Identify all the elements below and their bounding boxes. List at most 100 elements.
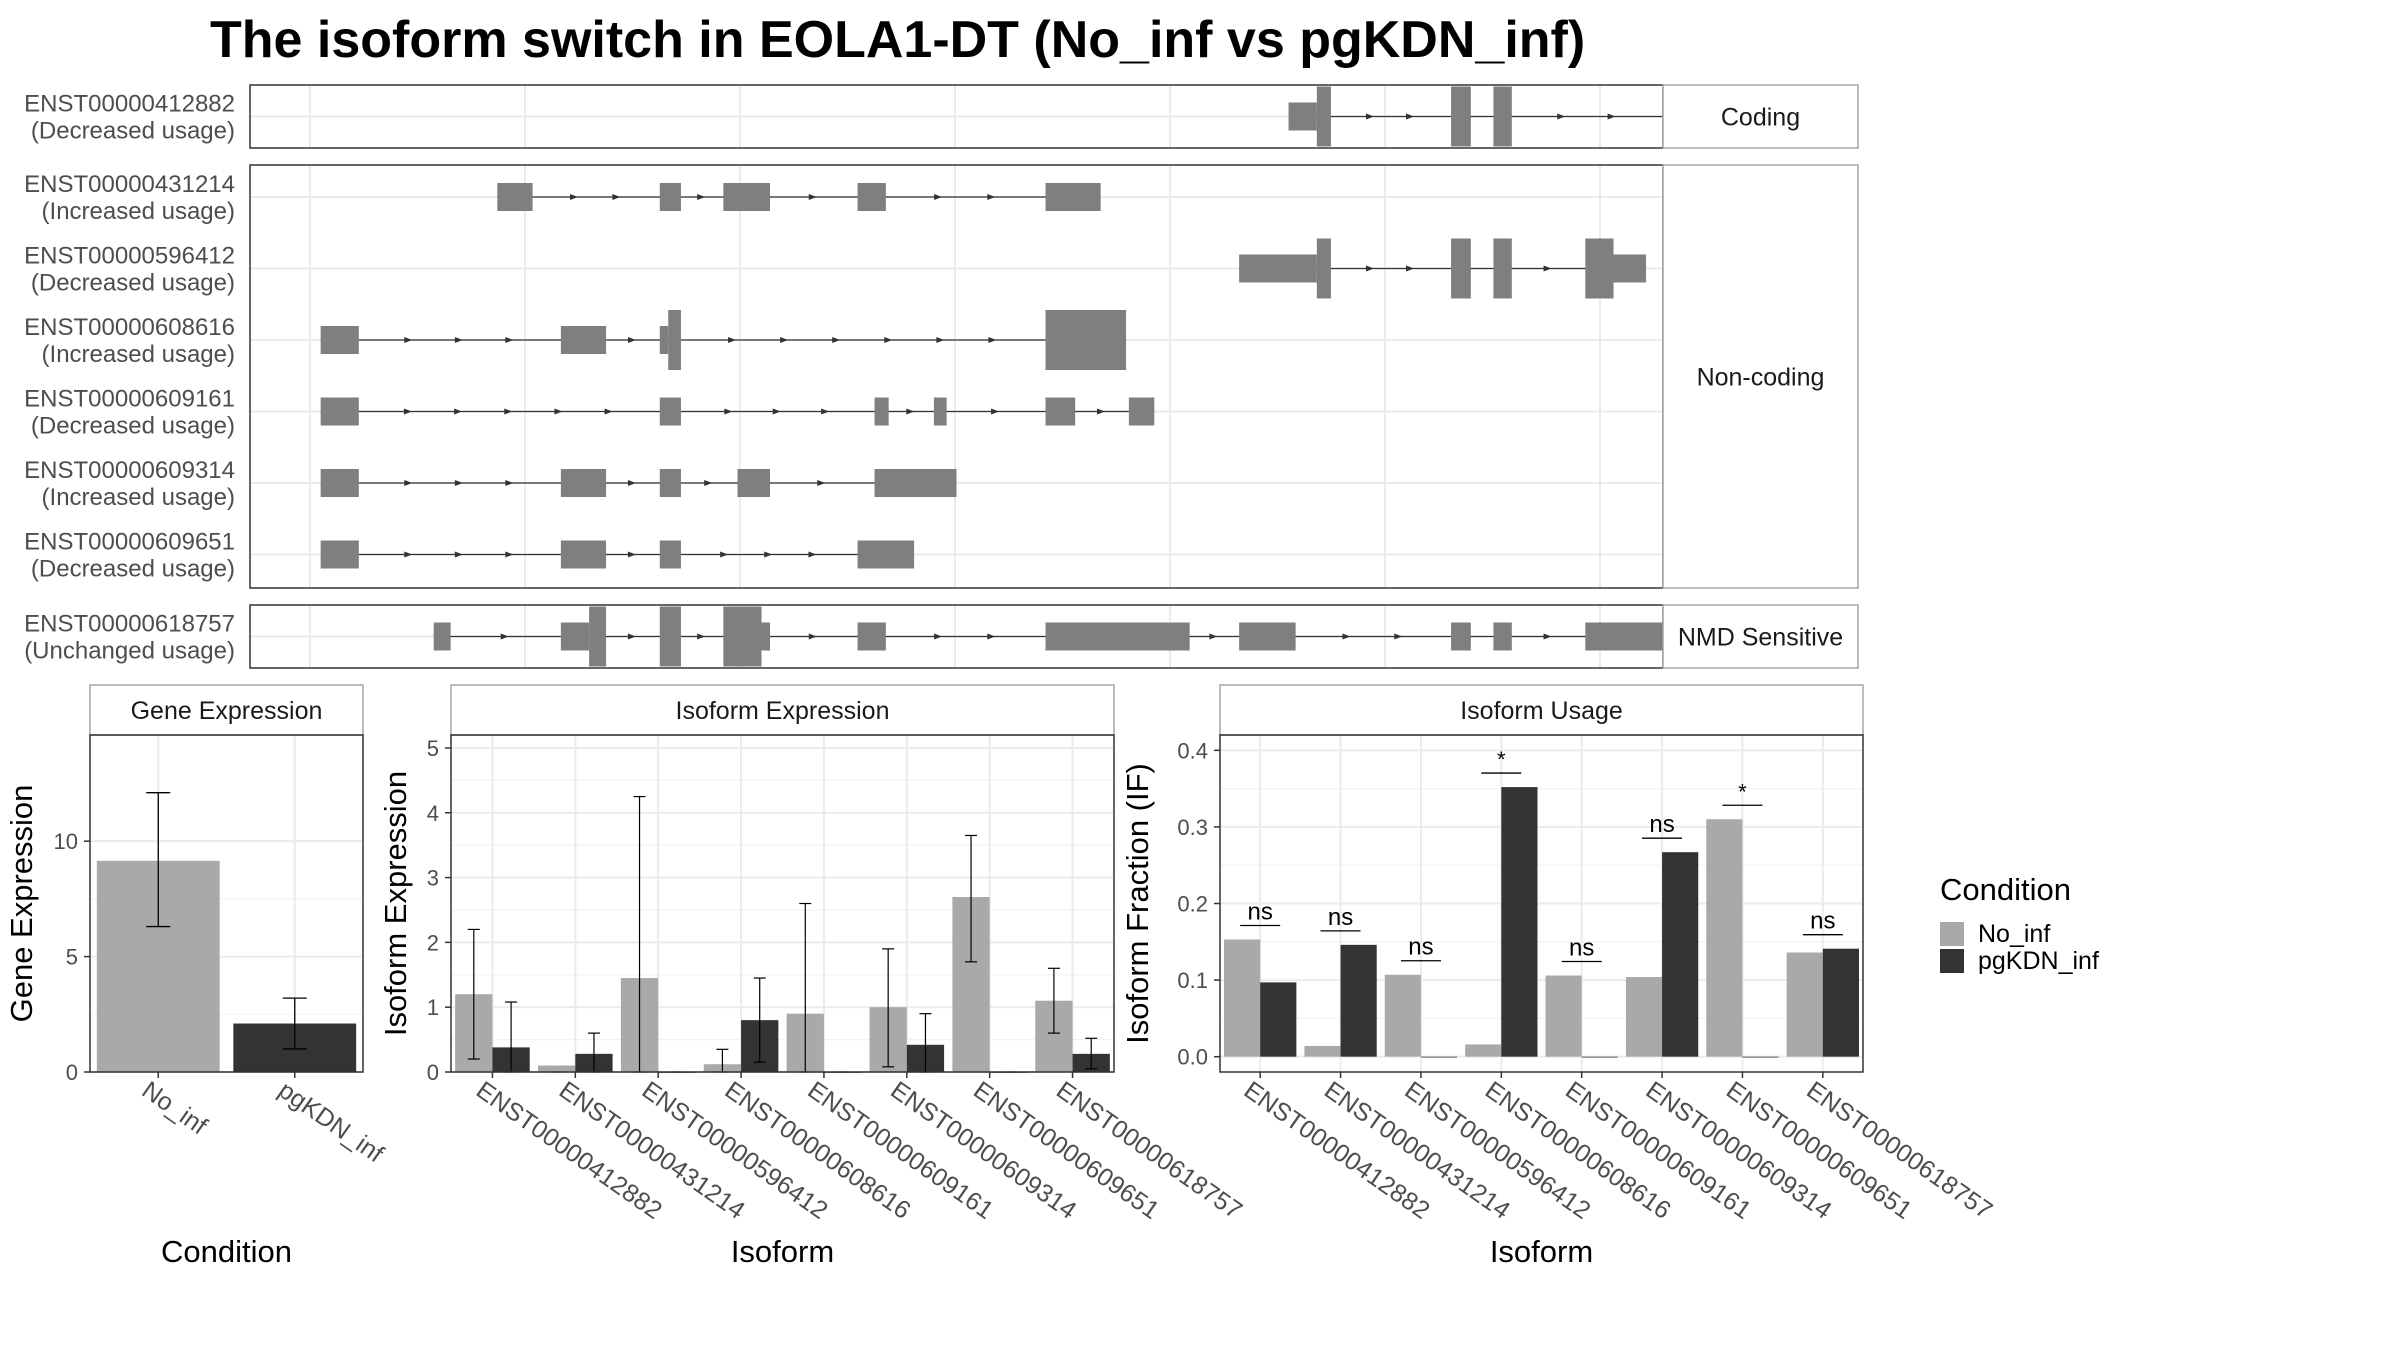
significance-label: ns [1248, 898, 1273, 925]
intron-direction-arrow [604, 408, 613, 415]
intron-direction-arrow [808, 194, 817, 200]
panel-title: Gene Expression [131, 697, 323, 725]
intron-direction-arrow [1543, 633, 1552, 640]
structure-group-label: NMD Sensitive [1678, 624, 1843, 652]
isoform-id-label: ENST00000608616 [24, 314, 235, 341]
isoform-expression-panel: Isoform Expression012345ENST00000412882E… [378, 684, 1247, 1269]
significance-label: ns [1408, 934, 1433, 961]
transcript-structure-plot: ENST00000412882(Decreased usage) CodingEN… [24, 84, 1859, 669]
exon-block [1613, 254, 1647, 283]
intron-direction-arrow [404, 337, 413, 343]
significance-label: * [1738, 779, 1747, 804]
panel-strip [1219, 684, 1864, 736]
exon-block [1451, 238, 1471, 299]
intron-direction-arrow [454, 337, 463, 343]
intron-direction-arrow [704, 480, 713, 486]
exon-block [1316, 238, 1331, 299]
isoform-id-label: ENST00000412882 [24, 91, 235, 118]
y-axis-title: Isoform Expression [378, 771, 413, 1036]
isoform-usage-label: (Increased usage) [42, 484, 235, 511]
legend-label: No_inf [1978, 920, 2050, 948]
intron-direction-arrow [1557, 113, 1566, 120]
structure-strip [1662, 604, 1859, 669]
intron-direction-arrow [697, 194, 706, 200]
intron-direction-arrow [906, 408, 915, 415]
exon-block [659, 397, 681, 426]
exon-block [1451, 86, 1471, 147]
y-tick-label: 10 [54, 829, 78, 854]
exon-block [1045, 397, 1076, 426]
x-tick-label: pgKDN_inf [273, 1076, 388, 1168]
intron-direction-arrow [1406, 265, 1415, 272]
bar [1662, 852, 1699, 1057]
intron-direction-arrow [988, 337, 997, 343]
bar [1384, 974, 1421, 1057]
intron-direction-arrow [612, 194, 621, 200]
exon-block [1239, 622, 1296, 651]
transcript-group: ENST00000618757(Unchanged usage) NMD Sens… [24, 604, 1859, 669]
bar [538, 1065, 576, 1072]
bar [1822, 948, 1859, 1057]
y-axis-title: Gene Expression [4, 785, 39, 1023]
intron-direction-arrow [991, 408, 1000, 415]
intron-direction-arrow [404, 480, 413, 486]
intron-direction-arrow [808, 551, 817, 558]
bar [1545, 975, 1582, 1057]
intron-direction-arrow [808, 633, 817, 640]
intron-direction-arrow [505, 551, 514, 558]
exon-block [320, 469, 359, 497]
y-tick-label: 4 [427, 801, 439, 826]
exon-block [589, 606, 607, 667]
y-tick-label: 1 [427, 995, 439, 1020]
exon-block [1493, 238, 1512, 299]
intron-direction-arrow [884, 337, 893, 343]
exon-block [659, 606, 681, 667]
exon-block [874, 469, 957, 497]
intron-direction-arrow [832, 337, 841, 343]
isoform-usage-label: (Increased usage) [42, 341, 235, 368]
exon-block [1585, 238, 1614, 299]
panel-strip [89, 684, 364, 736]
structure-group-label: Coding [1721, 104, 1800, 132]
intron-direction-arrow [1394, 633, 1403, 640]
panel-title: Isoform Expression [676, 697, 890, 725]
isoform-usage-label: (Unchanged usage) [24, 638, 235, 665]
exon-block [659, 326, 669, 354]
isoform-id-label: ENST00000431214 [24, 171, 235, 198]
exon-block [1493, 622, 1512, 651]
intron-direction-arrow [936, 337, 945, 343]
exon-block [857, 540, 915, 569]
exon-block [1128, 397, 1155, 426]
gene-expression-panel: Gene Expression 0 5 10 No_inf pgKDN_inf Condit… [4, 684, 388, 1269]
isoform-usage-label: (Increased usage) [42, 198, 235, 225]
bar [1501, 787, 1538, 1057]
significance-label: ns [1328, 904, 1353, 931]
bar [1260, 982, 1297, 1057]
intron-direction-arrow [764, 551, 773, 558]
legend-swatch [1940, 922, 1964, 946]
structure-strip [1662, 164, 1859, 589]
bar [1706, 819, 1743, 1057]
intron-direction-arrow [1365, 265, 1374, 272]
intron-direction-arrow [627, 480, 636, 486]
y-tick-label: 0.0 [1177, 1045, 1208, 1070]
intron-direction-arrow [505, 337, 514, 343]
exon-block [1045, 183, 1101, 211]
legend-label: pgKDN_inf [1978, 947, 2099, 975]
transcript-group: ENST00000412882(Decreased usage) Coding [24, 84, 1859, 149]
y-tick-label: 3 [427, 866, 439, 891]
legend-swatch [1940, 949, 1964, 973]
exon-block [560, 622, 590, 651]
y-tick-label: 0 [427, 1060, 439, 1085]
intron-direction-arrow [821, 408, 830, 415]
exon-block [659, 469, 681, 497]
bar [1224, 939, 1261, 1057]
exon-block [659, 183, 681, 211]
isoform-usage-label: (Decreased usage) [31, 270, 235, 297]
exon-block [1451, 622, 1471, 651]
isoform-usage-label: (Decreased usage) [31, 413, 235, 440]
intron-direction-arrow [772, 408, 781, 415]
bar [1465, 1044, 1502, 1057]
